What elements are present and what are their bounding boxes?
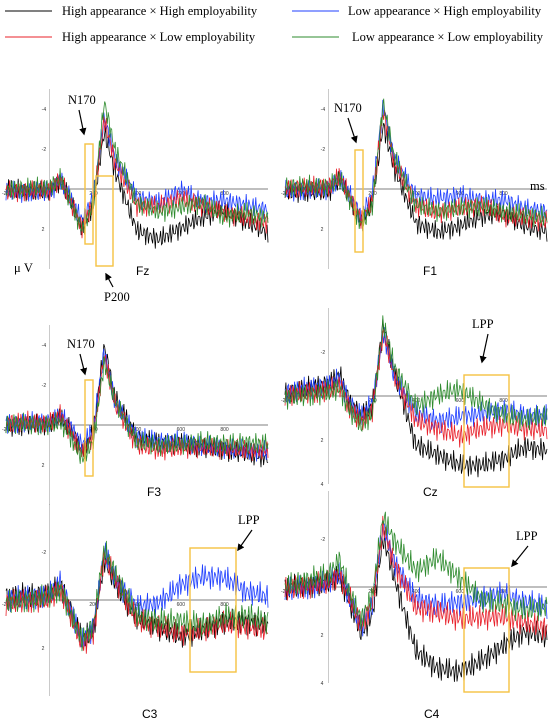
panel-label-f3: F3 [147,485,161,499]
x-tick-label: 800 [499,191,508,197]
legend-label-2: High appearance × Low employability [62,30,256,44]
series-line-1 [284,99,548,223]
panel-label-f1: F1 [423,264,437,278]
x-tick-label: -200 [281,191,291,197]
lpp-box-cz [463,374,510,488]
x-tick-label: 800 [220,427,229,433]
series-line-3 [284,315,548,433]
lpp-box-c3 [189,547,237,673]
y-tick-label: -2 [42,147,47,153]
x-tick-label: 400 [412,191,421,197]
legend-label-1: Low appearance × High employability [348,4,542,18]
y-unit-label: μ V [14,261,33,275]
n170-box-fz [84,143,94,245]
lpp-arrow-c4 [511,545,529,568]
series-line-3 [284,511,548,631]
y-tick-label: 2 [42,463,45,469]
y-tick-label: -4 [321,107,326,113]
x-tick-label: 800 [220,191,229,197]
legend: High appearance × High employability Low… [5,4,544,44]
x-tick-label: 600 [456,398,465,404]
y-tick-label: -2 [42,550,47,556]
lpp-label-c4: LPP [516,529,538,543]
series-line-0 [284,122,548,242]
x-tick-label: 600 [456,589,465,595]
lpp-arrow-cz [479,333,489,364]
panel-c4: -200 200 400 600 800-224 [281,491,548,687]
series-line-3 [5,101,269,235]
series-line-2 [5,354,269,462]
series-line-0 [5,126,269,249]
n170-arrow-f3 [79,353,88,376]
series-line-1 [5,112,269,226]
x-tick-label: 400 [133,427,142,433]
y-tick-label: -4 [42,107,47,113]
series-line-3 [5,356,269,464]
panel-c3: -200 200 400 600 800-22 [2,504,269,696]
legend-label-0: High appearance × High employability [62,4,258,18]
x-tick-label: 400 [412,398,421,404]
y-tick-label: 4 [321,681,324,687]
series-line-1 [5,348,269,462]
series-line-2 [5,548,269,654]
n170-label-fz: N170 [68,93,96,107]
n170-arrow-f1 [347,117,358,144]
series-line-2 [284,109,548,232]
n170-box-f1 [354,149,364,253]
series-line-3 [284,98,548,230]
panel-label-c4: C4 [424,707,440,721]
y-tick-label: 4 [321,482,324,488]
panel-label-cz: Cz [423,485,438,499]
lpp-box-c4 [463,567,510,693]
series-line-0 [284,530,548,684]
n170-arrow-fz [78,109,87,136]
x-tick-label: 600 [177,602,186,608]
p200-box-fz [95,175,114,267]
series-line-3 [5,540,269,652]
annotations: N170 P200 N170 N170 LPP LPP LPP [67,93,538,568]
legend-label-3: Low appearance × Low employability [352,30,544,44]
p200-label-fz: P200 [104,290,130,304]
panel-label-c3: C3 [142,707,158,721]
y-tick-label: 2 [42,227,45,233]
y-tick-label: 2 [321,438,324,444]
x-tick-label: 800 [220,602,229,608]
lpp-arrow-c3 [237,529,253,552]
x-tick-label: 600 [177,427,186,433]
lpp-label-c3: LPP [238,513,260,527]
series-line-2 [5,116,269,239]
x-tick-label: 400 [133,191,142,197]
highlight-boxes [84,143,510,693]
y-tick-label: 2 [42,646,45,652]
lpp-label-cz: LPP [472,317,494,331]
x-unit-label: ms [530,179,545,193]
n170-label-f1: N170 [334,101,362,115]
p200-arrow-fz [105,272,114,288]
panel-cz: -200 200 400 600 800-224 [281,308,548,488]
y-tick-label: -2 [321,350,326,356]
x-tick-label: -200 [2,427,12,433]
panel-fz: -200 200 400 600 800-4-22 [2,89,269,269]
panel-f3: -200 200 400 600 800-4-22 [2,325,269,505]
y-tick-label: -2 [321,147,326,153]
y-tick-label: 2 [321,227,324,233]
y-tick-label: -2 [321,537,326,543]
panel-f1: -200 200 400 600 800-4-22 [281,89,548,269]
series-line-0 [284,319,548,478]
x-tick-label: 400 [412,589,421,595]
panel-label-fz: Fz [136,264,149,278]
y-tick-label: -4 [42,343,47,349]
series-line-2 [284,328,548,448]
n170-label-f3: N170 [67,337,95,351]
x-tick-label: 200 [89,602,98,608]
x-tick-label: -200 [281,398,291,404]
n170-box-f3 [84,379,94,477]
x-tick-label: 800 [499,398,508,404]
series-line-2 [284,515,548,641]
y-tick-label: -2 [42,383,47,389]
y-tick-label: 2 [321,633,324,639]
